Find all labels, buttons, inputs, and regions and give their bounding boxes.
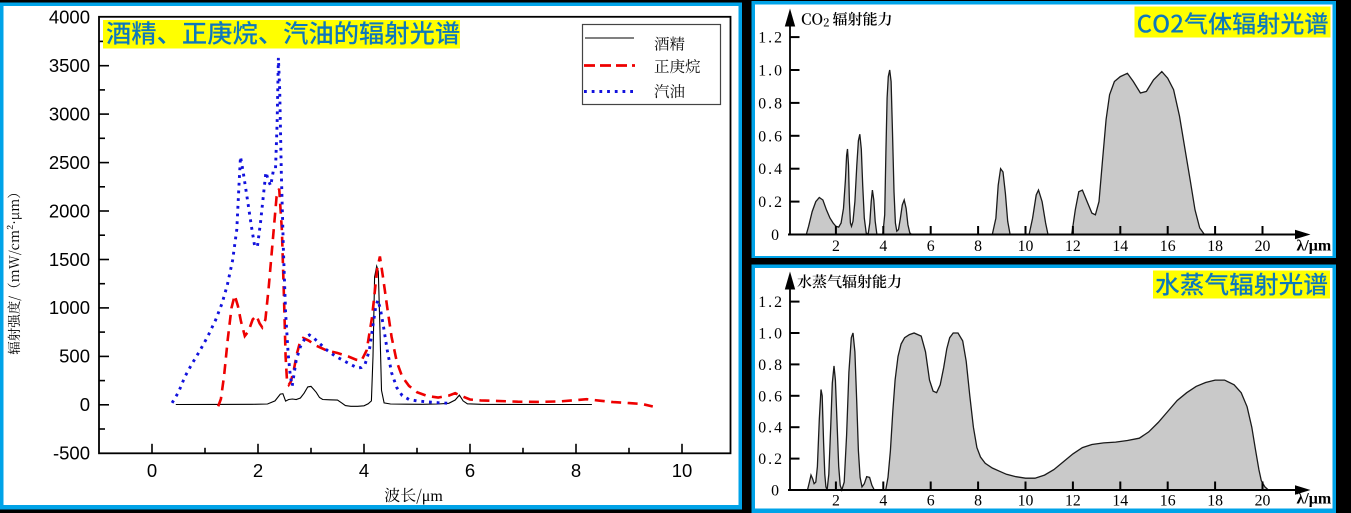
svg-text:λ/μm: λ/μm	[1297, 237, 1332, 254]
svg-text:8: 8	[974, 493, 982, 510]
svg-text:0.2: 0.2	[758, 451, 784, 468]
svg-text:1.0: 1.0	[758, 63, 784, 80]
svg-text:2500: 2500	[49, 152, 90, 173]
svg-text:2: 2	[253, 460, 263, 481]
svg-text:16: 16	[1160, 493, 1176, 510]
svg-text:14: 14	[1112, 493, 1128, 510]
svg-text:10: 10	[1018, 238, 1034, 255]
svg-text:0.2: 0.2	[758, 194, 784, 211]
svg-text:-500: -500	[53, 443, 90, 464]
svg-text:0.6: 0.6	[758, 128, 784, 145]
svg-text:1000: 1000	[49, 297, 90, 318]
svg-text:10: 10	[672, 460, 693, 481]
svg-text:1.0: 1.0	[758, 326, 784, 343]
svg-text:0.4: 0.4	[758, 161, 784, 178]
svg-text:14: 14	[1112, 238, 1128, 255]
svg-text:0: 0	[771, 227, 779, 244]
svg-text:10: 10	[1018, 493, 1034, 510]
svg-text:20: 20	[1255, 238, 1271, 255]
svg-text:0: 0	[80, 394, 90, 415]
svg-text:1500: 1500	[49, 249, 90, 270]
svg-text:1.2: 1.2	[758, 30, 784, 47]
svg-text:2: 2	[832, 493, 840, 510]
svg-text:0.8: 0.8	[758, 95, 784, 112]
svg-text:μm: μm	[422, 488, 444, 505]
svg-text:500: 500	[59, 346, 90, 367]
svg-text:0: 0	[771, 483, 779, 500]
svg-text:8: 8	[974, 238, 982, 255]
svg-text:16: 16	[1160, 238, 1176, 255]
svg-text:0.4: 0.4	[758, 420, 784, 437]
svg-text:8: 8	[571, 460, 581, 481]
svg-text:4: 4	[879, 493, 887, 510]
svg-text:0: 0	[147, 460, 157, 481]
svg-text:18: 18	[1207, 493, 1223, 510]
svg-text:12: 12	[1065, 493, 1081, 510]
svg-text:0.8: 0.8	[758, 357, 784, 374]
svg-text:2: 2	[832, 238, 840, 255]
svg-text:20: 20	[1255, 493, 1271, 510]
svg-text:4: 4	[879, 238, 887, 255]
svg-text:6: 6	[927, 238, 935, 255]
svg-text:2000: 2000	[49, 200, 90, 221]
svg-text:4: 4	[359, 460, 369, 481]
svg-text:1.2: 1.2	[758, 294, 784, 311]
svg-text:18: 18	[1207, 238, 1223, 255]
svg-text:12: 12	[1065, 238, 1081, 255]
svg-text:3500: 3500	[49, 55, 90, 76]
svg-text:3000: 3000	[49, 103, 90, 124]
svg-text:4000: 4000	[49, 7, 90, 28]
svg-text:λ/μm: λ/μm	[1297, 491, 1332, 508]
svg-text:0.6: 0.6	[758, 388, 784, 405]
svg-text:6: 6	[927, 493, 935, 510]
svg-text:6: 6	[465, 460, 475, 481]
